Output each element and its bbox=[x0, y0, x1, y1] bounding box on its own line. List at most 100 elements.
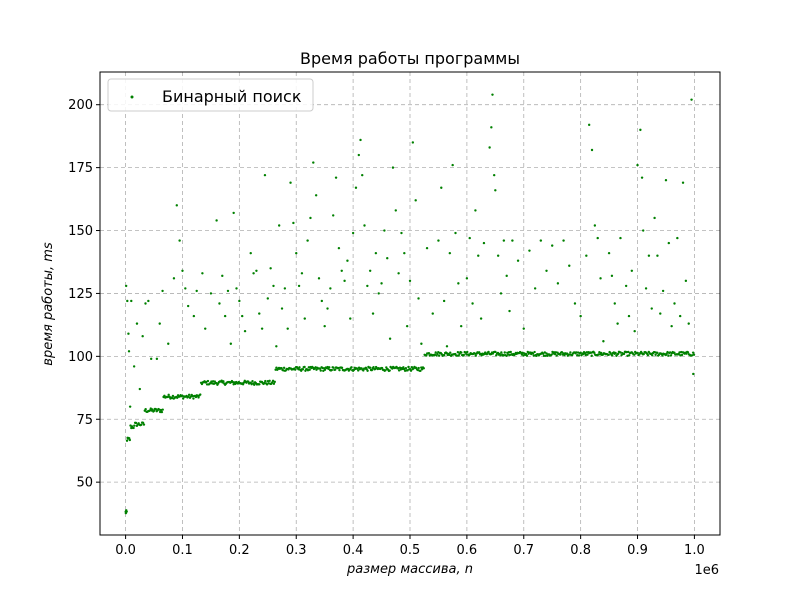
data-point bbox=[680, 353, 684, 357]
x-tick-label: 0.5 bbox=[400, 543, 421, 558]
data-point bbox=[272, 382, 276, 385]
data-point bbox=[292, 221, 295, 225]
data-point bbox=[545, 269, 548, 272]
data-point bbox=[181, 269, 184, 272]
data-point bbox=[650, 307, 653, 310]
data-point bbox=[309, 216, 312, 220]
data-point bbox=[402, 366, 405, 369]
data-point bbox=[411, 141, 415, 144]
data-point bbox=[690, 98, 693, 101]
data-point bbox=[405, 324, 409, 328]
data-point bbox=[334, 176, 338, 179]
data-point bbox=[357, 369, 360, 372]
data-point bbox=[642, 229, 645, 232]
data-point bbox=[633, 329, 636, 333]
data-point bbox=[362, 369, 365, 372]
data-point bbox=[636, 163, 639, 167]
data-point bbox=[161, 408, 164, 411]
data-point bbox=[479, 317, 483, 320]
data-point bbox=[283, 287, 287, 290]
data-point bbox=[496, 254, 500, 257]
data-point bbox=[318, 367, 322, 370]
data-point bbox=[420, 342, 423, 345]
data-point bbox=[409, 369, 413, 372]
data-point bbox=[459, 324, 463, 328]
data-point bbox=[408, 279, 412, 283]
data-point bbox=[337, 246, 341, 250]
data-point bbox=[551, 244, 554, 247]
data-point bbox=[380, 282, 383, 285]
y-tick-label: 125 bbox=[68, 287, 93, 302]
data-point bbox=[610, 274, 614, 278]
data-point bbox=[319, 369, 322, 372]
data-point bbox=[556, 282, 560, 285]
data-point bbox=[334, 368, 337, 371]
data-point bbox=[457, 282, 460, 285]
data-point bbox=[195, 289, 198, 293]
data-point bbox=[667, 241, 671, 245]
data-point bbox=[625, 350, 628, 354]
data-point bbox=[437, 239, 440, 242]
data-point bbox=[181, 397, 185, 400]
data-point bbox=[351, 231, 355, 235]
data-point bbox=[676, 236, 679, 240]
grid bbox=[100, 72, 720, 535]
data-point bbox=[272, 284, 275, 288]
data-point bbox=[404, 367, 408, 370]
y-tick-label: 150 bbox=[68, 224, 93, 239]
data-point bbox=[127, 332, 130, 335]
data-point bbox=[251, 380, 254, 383]
data-point bbox=[541, 352, 545, 355]
data-point bbox=[147, 299, 150, 303]
y-tick-label: 50 bbox=[76, 476, 93, 491]
y-tick-label: 200 bbox=[68, 98, 93, 113]
data-point bbox=[368, 269, 372, 272]
data-point bbox=[644, 287, 648, 290]
data-point bbox=[633, 353, 636, 356]
data-point bbox=[166, 395, 170, 399]
data-point bbox=[303, 365, 306, 369]
legend-label: Бинарный поиск bbox=[162, 87, 302, 106]
data-point bbox=[167, 393, 170, 397]
data-point bbox=[199, 393, 202, 396]
y-axis-label: время работы, ms bbox=[41, 242, 56, 366]
x-tick-label: 0.3 bbox=[286, 543, 307, 558]
data-point bbox=[377, 292, 380, 295]
data-point bbox=[505, 354, 508, 358]
data-point bbox=[670, 324, 673, 328]
data-point bbox=[268, 379, 271, 383]
data-point bbox=[590, 148, 594, 152]
data-point bbox=[235, 287, 238, 290]
data-point bbox=[144, 302, 147, 305]
data-point bbox=[636, 351, 639, 355]
data-point bbox=[445, 345, 449, 348]
data-point bbox=[451, 163, 454, 167]
data-point bbox=[349, 317, 352, 320]
data-point bbox=[664, 179, 668, 182]
x-tick-label: 0.9 bbox=[627, 543, 648, 558]
data-point bbox=[372, 366, 375, 369]
data-point bbox=[653, 216, 656, 220]
data-point bbox=[247, 380, 250, 383]
data-point bbox=[586, 353, 589, 356]
data-point bbox=[178, 239, 181, 242]
data-point bbox=[456, 351, 460, 354]
data-point bbox=[218, 302, 221, 305]
data-point bbox=[160, 410, 164, 414]
x-tick-label: 0.2 bbox=[229, 543, 250, 558]
data-point bbox=[460, 351, 463, 354]
data-point bbox=[312, 161, 315, 164]
data-point bbox=[528, 249, 531, 252]
data-point bbox=[158, 322, 161, 325]
data-point bbox=[490, 126, 493, 129]
data-point bbox=[277, 224, 281, 227]
data-point bbox=[417, 366, 420, 370]
data-point bbox=[575, 351, 578, 354]
data-point bbox=[126, 299, 129, 303]
data-point bbox=[301, 368, 305, 371]
data-point bbox=[161, 289, 164, 293]
data-point bbox=[553, 351, 556, 354]
data-point bbox=[192, 314, 196, 318]
data-point bbox=[258, 383, 261, 386]
x-tick-label: 0.8 bbox=[570, 543, 591, 558]
